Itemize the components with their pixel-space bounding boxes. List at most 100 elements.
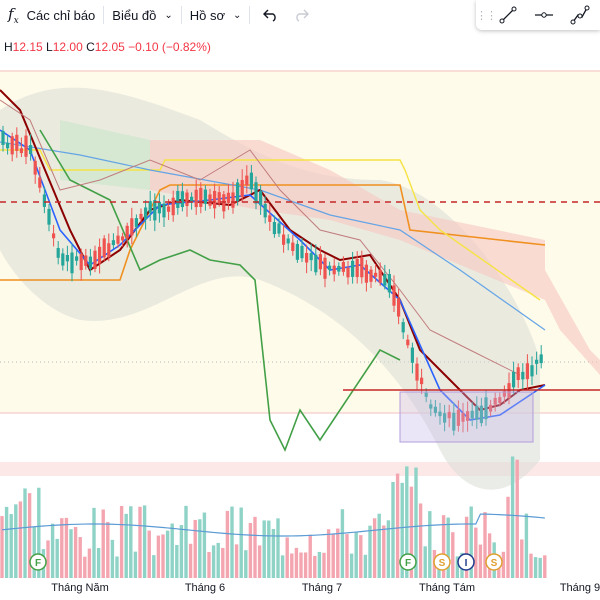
volume-bar (239, 507, 243, 578)
candle-body (10, 136, 14, 155)
event-marker: F (29, 553, 47, 571)
lagging-span-line (39, 129, 401, 452)
candle-body (328, 265, 332, 270)
candle (98, 238, 102, 274)
ohlc-legend: H12.15 L12.00 C12.05 −0.10 (−0.82%) (4, 40, 211, 54)
candle-body (447, 411, 451, 419)
candle (162, 195, 166, 227)
candle-body (332, 265, 336, 275)
volume-bar (285, 537, 289, 578)
redo-button[interactable] (286, 0, 316, 30)
candle (539, 345, 543, 369)
candle (346, 261, 350, 285)
horizontal-line-icon (535, 12, 553, 18)
candle-body (47, 208, 51, 225)
candle-body (88, 256, 92, 269)
candle (102, 235, 106, 262)
candle-body (286, 238, 290, 244)
volume-bar (349, 553, 354, 578)
candle (369, 266, 373, 288)
volume-bar (359, 535, 363, 578)
chevron-down-icon: ⌄ (233, 9, 242, 21)
candle-body (33, 160, 37, 175)
volume-bar (345, 534, 349, 578)
volume-bar (290, 553, 294, 578)
candle (70, 243, 74, 282)
volume-bar (451, 532, 455, 578)
senkou-line (0, 99, 521, 376)
volume-bar (313, 555, 317, 578)
chart-type-button[interactable]: Biểu đồ ⌄ (104, 0, 180, 30)
candle-body (479, 405, 483, 424)
candle (466, 401, 470, 432)
candle-body (268, 215, 272, 222)
candle-body (346, 267, 350, 278)
candle-body (84, 255, 88, 266)
candle (157, 193, 161, 223)
candle-body (259, 191, 263, 206)
candle-body (144, 207, 148, 220)
candle (134, 214, 138, 237)
volume-bar (483, 512, 487, 578)
path-tool[interactable] (562, 0, 598, 30)
candle-body (512, 371, 516, 388)
volume-ma-line (1, 513, 545, 537)
candle-body (190, 196, 194, 202)
event-marker-circle (433, 553, 451, 571)
volume-bar (400, 482, 404, 578)
volume-bar (179, 525, 184, 578)
volume-bar (147, 530, 151, 578)
volume-bar (101, 509, 105, 578)
ichimoku-cloud (60, 120, 600, 375)
candle-body (410, 347, 414, 363)
volume-series (0, 456, 547, 578)
volume-bar (225, 510, 230, 578)
undo-button[interactable] (256, 0, 286, 30)
volume-bar (267, 520, 271, 578)
volume-bar (377, 513, 381, 578)
volume-bar (124, 513, 128, 578)
candle (93, 245, 97, 273)
volume-bar (368, 525, 372, 578)
volume-bar (9, 514, 13, 578)
event-marker-label: F (35, 558, 41, 569)
candle (516, 363, 520, 389)
candle-body (111, 240, 115, 246)
candle-body (295, 243, 299, 260)
volume-bar (165, 530, 170, 578)
candle (475, 396, 479, 429)
candle (240, 169, 244, 203)
price-range-box[interactable] (399, 391, 534, 443)
volume-bar (221, 547, 225, 578)
volume-bar (363, 554, 368, 578)
candle (341, 256, 345, 276)
time-axis: Tháng Năm Tháng 6 Tháng 7 Tháng Tám Thán… (0, 578, 600, 600)
candle (236, 178, 240, 206)
volume-bar (27, 493, 32, 578)
candle (56, 241, 60, 265)
candle (484, 390, 488, 426)
candle-body (134, 218, 138, 227)
volume-bar (409, 486, 414, 578)
candle (360, 250, 364, 284)
function-icon: fx (8, 4, 19, 26)
indicators-button[interactable]: fx Các chỉ báo (0, 0, 103, 30)
candle (535, 351, 539, 375)
donchian-line (0, 184, 546, 281)
profile-button[interactable]: Hồ sơ ⌄ (182, 0, 250, 30)
volume-bar (138, 506, 142, 578)
toolbar-divider (249, 6, 251, 24)
candle-body (1, 130, 5, 145)
horizontal-line-tool[interactable] (526, 0, 562, 30)
volume-bar (382, 525, 386, 578)
candle (61, 248, 65, 271)
candle (337, 262, 341, 276)
trend-line-tool[interactable] (490, 0, 526, 30)
x-axis-label: Tháng 7 (301, 582, 343, 594)
drag-handle-icon[interactable]: ⋮⋮ (476, 9, 497, 22)
candle-body (116, 235, 120, 244)
candle-body (263, 203, 267, 218)
candle (525, 354, 529, 390)
candle (351, 251, 355, 284)
